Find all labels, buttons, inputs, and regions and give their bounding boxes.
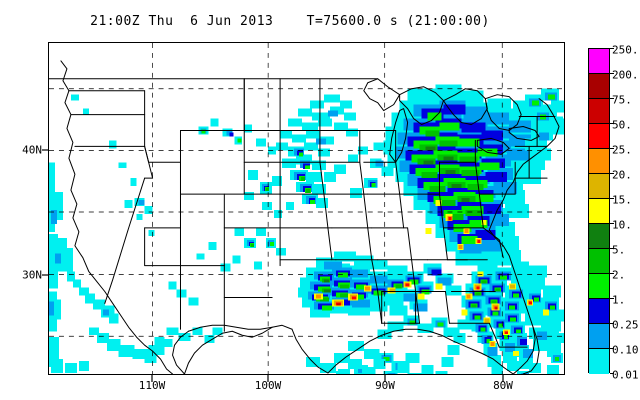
colorbar-tick-label: 0.01 [612, 368, 639, 382]
colorbar-swatch [589, 149, 609, 174]
colorbar-swatch [589, 99, 609, 124]
lat-lon-grid [49, 43, 564, 374]
x-tick-label-80w: 80W [493, 379, 513, 392]
x-tick-label-110w: 110W [138, 379, 166, 392]
colorbar-tick-mark [610, 98, 614, 99]
colorbar-tick-mark [610, 223, 614, 224]
colorbar-tick-mark [610, 348, 614, 349]
colorbar-swatch [589, 199, 609, 224]
colorbar-tick-mark [610, 173, 614, 174]
colorbar-tick-label: 1. [612, 293, 626, 307]
colorbar-tick-label: 250. [612, 43, 639, 57]
colorbar-swatch [589, 249, 609, 274]
colorbar-swatch [589, 174, 609, 199]
colorbar-tick-label: 2. [612, 268, 626, 282]
colorbar-tick-mark [610, 273, 614, 274]
colorbar-tick-label: 15. [612, 193, 632, 207]
y-tick-label-30n: 30N [22, 268, 42, 282]
colorbar-swatch [589, 124, 609, 149]
colorbar-tick-mark [610, 248, 614, 249]
map-plot-area [48, 42, 565, 375]
colorbar-tick-mark [610, 48, 614, 49]
colorbar-swatch [589, 49, 609, 74]
colorbar-swatch [589, 224, 609, 249]
colorbar-tick-label: 75. [612, 93, 632, 107]
map-canvas [49, 43, 564, 374]
colorbar-tick-label: 20. [612, 168, 632, 182]
x-tick-label-90w: 90W [375, 379, 395, 392]
colorbar-tick-mark [610, 123, 614, 124]
colorbar-tick-mark [610, 373, 614, 374]
colorbar-tick-label: 0.10 [612, 343, 639, 357]
x-tick-label-100w: 100W [254, 379, 282, 392]
colorbar-swatch [589, 74, 609, 99]
colorbar-tick-label: 10. [612, 218, 632, 232]
precipitation-field [49, 84, 564, 374]
colorbar-tick-mark [610, 148, 614, 149]
colorbar-tick-mark [610, 198, 614, 199]
colorbar [588, 48, 610, 374]
y-tick-label-40n: 40N [22, 143, 42, 157]
colorbar-swatch [589, 349, 609, 374]
colorbar-swatch [589, 274, 609, 299]
colorbar-tick-label: 0.25 [612, 318, 639, 332]
colorbar-tick-mark [610, 298, 614, 299]
colorbar-tick-label: 25. [612, 143, 632, 157]
colorbar-tick-mark [610, 323, 614, 324]
colorbar-tick-label: 50. [612, 118, 632, 132]
map-boundaries [49, 60, 560, 374]
colorbar-swatch [589, 299, 609, 324]
figure-title: 21:00Z Thu 6 Jun 2013 T=75600.0 s (21:00… [90, 14, 490, 29]
colorbar-tick-label: 200. [612, 68, 639, 82]
colorbar-swatch [589, 324, 609, 349]
colorbar-tick-label: 5. [612, 243, 626, 257]
colorbar-tick-mark [610, 73, 614, 74]
